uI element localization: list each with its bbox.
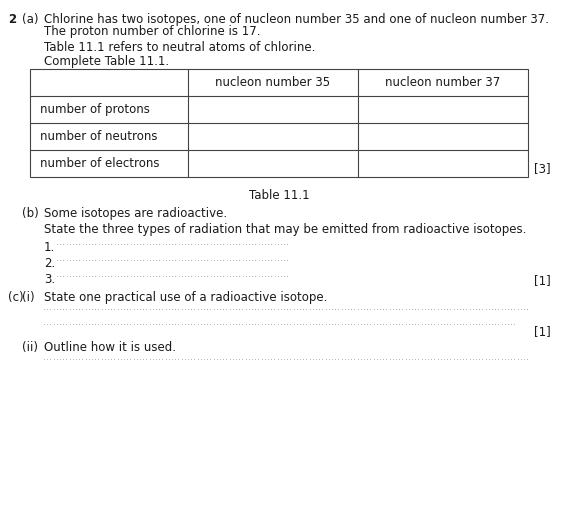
Text: (a): (a) [22, 13, 39, 26]
Text: [3]: [3] [534, 162, 550, 175]
Text: Outline how it is used.: Outline how it is used. [44, 341, 176, 354]
Text: Chlorine has two isotopes, one of nucleon number 35 and one of nucleon number 37: Chlorine has two isotopes, one of nucleo… [44, 13, 549, 26]
Text: (i): (i) [22, 291, 35, 304]
Text: State one practical use of a radioactive isotope.: State one practical use of a radioactive… [44, 291, 327, 304]
Text: 2: 2 [8, 13, 16, 26]
Text: [1]: [1] [534, 274, 551, 287]
Text: Complete Table 11.1.: Complete Table 11.1. [44, 55, 169, 68]
Text: Some isotopes are radioactive.: Some isotopes are radioactive. [44, 207, 227, 220]
Text: 1.: 1. [44, 241, 55, 254]
Text: 3.: 3. [44, 273, 55, 286]
Text: (ii): (ii) [22, 341, 38, 354]
Text: (c): (c) [8, 291, 24, 304]
Text: Table 11.1 refers to neutral atoms of chlorine.: Table 11.1 refers to neutral atoms of ch… [44, 41, 315, 54]
Bar [30, 69, 528, 177]
Text: number of neutrons: number of neutrons [40, 130, 157, 143]
Text: [1]: [1] [534, 325, 551, 338]
Text: number of protons: number of protons [40, 103, 150, 116]
Text: number of electrons: number of electrons [40, 157, 160, 170]
Text: nucleon number 35: nucleon number 35 [215, 76, 331, 89]
Text: Table 11.1: Table 11.1 [249, 189, 310, 202]
Text: The proton number of chlorine is 17.: The proton number of chlorine is 17. [44, 25, 261, 38]
Text: (b): (b) [22, 207, 39, 220]
Text: nucleon number 37: nucleon number 37 [385, 76, 500, 89]
Text: 2.: 2. [44, 257, 55, 270]
Text: State the three types of radiation that may be emitted from radioactive isotopes: State the three types of radiation that … [44, 223, 527, 236]
